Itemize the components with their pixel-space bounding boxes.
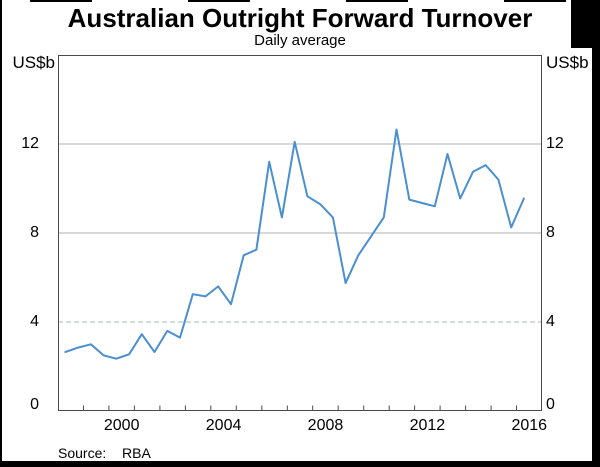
y-axis-tick-label-right: 0 xyxy=(546,396,555,413)
screenshot-border-top xyxy=(0,0,592,2)
y-axis-tick-label-right: 8 xyxy=(546,224,555,241)
chart-plot xyxy=(58,55,542,411)
x-axis-tick-label: 2004 xyxy=(205,417,242,434)
x-axis-tick-label: 2012 xyxy=(409,417,446,434)
x-axis-tick-label: 2008 xyxy=(307,417,344,434)
chart-subtitle: Daily average xyxy=(254,32,346,49)
y-axis-tick-label-right: 12 xyxy=(546,135,564,152)
source-note: Source: RBA xyxy=(58,445,151,461)
chart-title: Australian Outright Forward Turnover xyxy=(67,3,533,33)
y-axis-tick-label-left: 12 xyxy=(21,135,39,152)
y-axis-unit-left: US$b xyxy=(12,53,55,72)
screenshot-border-bottom xyxy=(0,461,600,467)
y-axis-tick-label-left: 8 xyxy=(30,224,39,241)
screenshot-border-left xyxy=(0,0,2,467)
x-axis-tick-label: 2000 xyxy=(103,417,140,434)
y-axis-tick-label-left: 0 xyxy=(30,396,39,413)
screenshot-border-top-right-block xyxy=(571,0,592,48)
plot-frame xyxy=(58,55,542,411)
x-axis-tick-label: 2016 xyxy=(511,417,548,434)
y-axis-unit-right: US$b xyxy=(546,53,589,72)
source-value: RBA xyxy=(122,445,151,461)
data-line-forward-turnover xyxy=(64,128,525,360)
y-axis-tick-label-right: 4 xyxy=(546,313,555,330)
y-axis-tick-label-left: 4 xyxy=(30,313,39,330)
source-label: Source: xyxy=(58,445,107,461)
screenshot-border-right xyxy=(592,0,600,467)
